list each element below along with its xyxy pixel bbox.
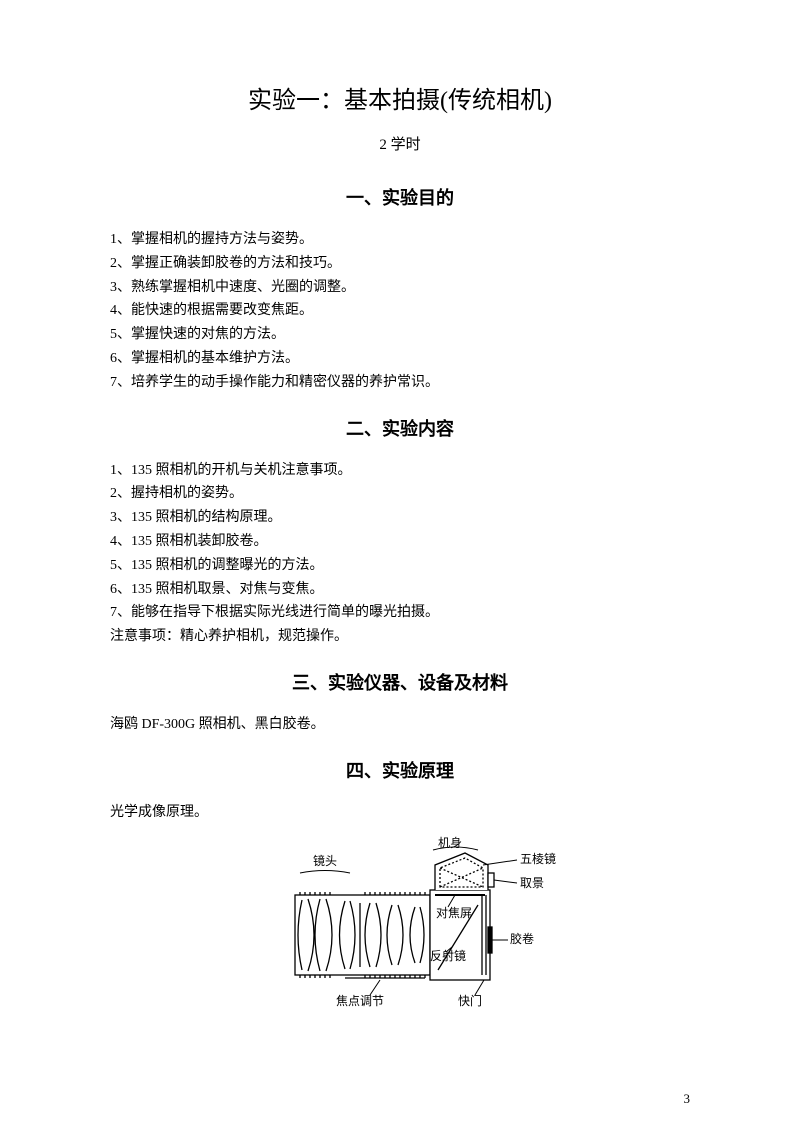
document-subtitle: 2 学时: [110, 133, 690, 154]
list-item: 1、掌握相机的握持方法与姿势。: [110, 228, 690, 252]
section-1-list: 1、掌握相机的握持方法与姿势。 2、掌握正确装卸胶卷的方法和技巧。 3、熟练掌握…: [110, 228, 690, 395]
list-item: 7、能够在指导下根据实际光线进行简单的曝光拍摄。: [110, 601, 690, 625]
section-3-heading: 三、实验仪器、设备及材料: [110, 669, 690, 695]
diagram-label-focusadjust: 焦点调节: [336, 994, 384, 1008]
document-title: 实验一：基本拍摄(传统相机): [110, 80, 690, 115]
camera-diagram: 镜头 机身 五棱镜 取景 对焦屏 反射镜 胶卷 焦点调节 快门: [110, 835, 690, 1020]
page-number: 3: [684, 1091, 691, 1107]
section-3-text: 海鸥 DF-300G 照相机、黑白胶卷。: [110, 713, 690, 737]
section-4-text: 光学成像原理。: [110, 801, 690, 825]
list-item: 4、135 照相机装卸胶卷。: [110, 530, 690, 554]
list-item: 5、掌握快速的对焦的方法。: [110, 323, 690, 347]
list-item: 6、掌握相机的基本维护方法。: [110, 347, 690, 371]
diagram-label-viewfinder: 取景: [520, 876, 544, 890]
list-item: 7、培养学生的动手操作能力和精密仪器的养护常识。: [110, 371, 690, 395]
list-item: 3、135 照相机的结构原理。: [110, 506, 690, 530]
list-item: 5、135 照相机的调整曝光的方法。: [110, 554, 690, 578]
diagram-label-lens: 镜头: [313, 853, 337, 868]
diagram-label-pentaprism: 五棱镜: [520, 851, 556, 866]
diagram-label-film: 胶卷: [510, 931, 534, 946]
section-1-heading: 一、实验目的: [110, 184, 690, 210]
section-2-heading: 二、实验内容: [110, 415, 690, 441]
section-4-heading: 四、实验原理: [110, 757, 690, 783]
camera-diagram-svg: 镜头 机身 五棱镜 取景 对焦屏 反射镜 胶卷 焦点调节 快门: [230, 835, 570, 1015]
diagram-label-shutter: 快门: [458, 993, 482, 1008]
list-item: 1、135 照相机的开机与关机注意事项。: [110, 459, 690, 483]
section-2-list: 1、135 照相机的开机与关机注意事项。 2、握持相机的姿势。 3、135 照相…: [110, 459, 690, 649]
list-item: 2、掌握正确装卸胶卷的方法和技巧。: [110, 252, 690, 276]
list-item: 3、熟练掌握相机中速度、光圈的调整。: [110, 276, 690, 300]
list-item: 注意事项：精心养护相机，规范操作。: [110, 625, 690, 649]
list-item: 4、能快速的根据需要改变焦距。: [110, 299, 690, 323]
list-item: 6、135 照相机取景、对焦与变焦。: [110, 578, 690, 602]
list-item: 2、握持相机的姿势。: [110, 482, 690, 506]
diagram-label-focusscreen: 对焦屏: [436, 906, 472, 920]
